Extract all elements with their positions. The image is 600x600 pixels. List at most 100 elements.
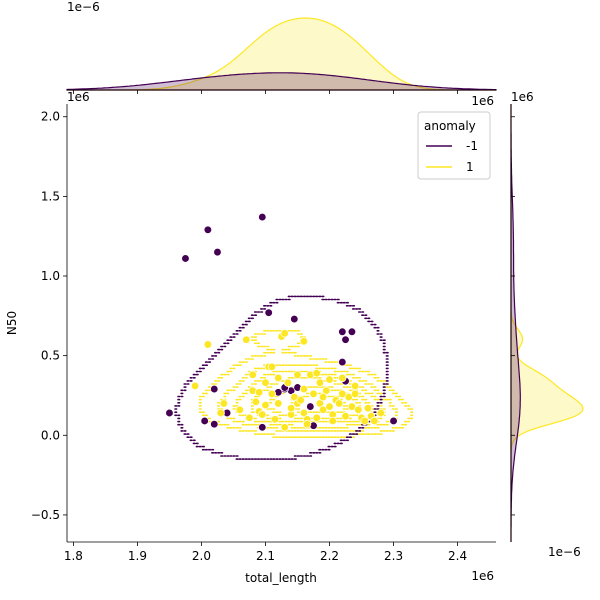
point-anomaly-1: [296, 396, 305, 405]
y-tick-label: 0.0: [41, 428, 60, 442]
point-anomaly-1: [261, 378, 270, 387]
point-anomaly-1: [354, 405, 363, 414]
y-tick-label: 1.5: [41, 189, 60, 203]
kde-contour-level: [198, 330, 414, 438]
point-anomaly-1: [245, 413, 254, 422]
point-anomaly-1: [318, 392, 328, 402]
point-anomaly-1: [283, 378, 293, 387]
right-marginal-top-exponent: 1e6: [511, 90, 534, 104]
point-anomaly-neg1: [347, 327, 357, 336]
point-anomaly-1: [312, 369, 321, 378]
x-tick-label: 2.3: [384, 549, 403, 563]
x-axis-label: total_length: [245, 571, 317, 585]
point-anomaly-1: [267, 389, 277, 399]
y-tick-label: 2.0: [41, 110, 60, 124]
legend: anomaly -1 1: [417, 111, 491, 180]
point-anomaly-1: [328, 416, 337, 426]
point-anomaly-1: [315, 378, 325, 387]
right-marginal-kde: 1e−6: [510, 104, 584, 559]
point-anomaly-1: [299, 384, 309, 394]
point-anomaly-neg1: [258, 212, 267, 222]
point-anomaly-1: [280, 329, 289, 338]
point-anomaly-1: [286, 404, 296, 413]
legend-box: [417, 111, 491, 180]
point-anomaly-1: [363, 404, 373, 413]
point-anomaly-1: [312, 413, 321, 422]
scatter-points: [165, 212, 398, 432]
x-tick-label: 2.2: [320, 549, 339, 563]
point-anomaly-neg1: [200, 416, 209, 426]
point-anomaly-1: [370, 416, 379, 426]
point-anomaly-1: [350, 389, 360, 399]
point-anomaly-1: [338, 373, 347, 383]
point-anomaly-1: [242, 335, 251, 344]
point-anomaly-1: [299, 337, 309, 346]
point-anomaly-neg1: [213, 247, 222, 257]
point-anomaly-neg1: [338, 327, 347, 336]
x-ticks: 1.8 1.9 2.0 2.1 2.2 2.3 2.4: [64, 90, 467, 563]
top-kde-series-neg1: [66, 72, 497, 91]
point-anomaly-1: [216, 408, 225, 418]
point-anomaly-1: [258, 410, 267, 419]
top-marginal-exponent: 1e−6: [67, 0, 100, 14]
point-anomaly-neg1: [341, 335, 350, 344]
x-tick-label: 1.9: [128, 549, 147, 563]
kde-contour-level: [174, 295, 389, 460]
point-anomaly-1: [360, 416, 369, 426]
point-anomaly-1: [274, 399, 283, 408]
point-anomaly-1: [325, 375, 334, 384]
point-anomaly-1: [248, 370, 257, 379]
point-anomaly-1: [203, 340, 213, 349]
point-anomaly-1: [293, 370, 302, 379]
point-anomaly-neg1: [181, 254, 190, 263]
right-kde-series-neg1: [510, 104, 521, 542]
main-plot: 1.8 1.9 2.0 2.1 2.2 2.3 2.4 −0.5 0.0 0.5 1.0 1.5 2.…: [5, 90, 534, 585]
main-right-exponent: 1e6: [471, 94, 494, 108]
y-tick-label: −0.5: [31, 508, 60, 522]
x-tick-label: 2.1: [256, 549, 275, 563]
point-anomaly-neg1: [290, 314, 299, 324]
point-anomaly-neg1: [389, 416, 398, 426]
point-anomaly-1: [280, 423, 289, 432]
y-tick-label: 1.0: [41, 269, 60, 283]
point-anomaly-1: [254, 388, 264, 397]
point-anomaly-neg1: [165, 408, 174, 418]
point-anomaly-neg1: [306, 402, 315, 411]
legend-label-1: 1: [466, 160, 474, 174]
legend-title: anomaly: [424, 119, 476, 133]
point-anomaly-neg1: [210, 419, 219, 429]
top-marginal-kde: 1e−6: [66, 0, 497, 91]
point-anomaly-1: [274, 373, 283, 383]
point-anomaly-1: [190, 381, 200, 391]
x-tick-label: 2.0: [192, 549, 211, 563]
x-tick-label: 2.4: [448, 549, 467, 563]
right-marginal-exponent: 1e−6: [548, 545, 581, 559]
point-anomaly-1: [325, 402, 334, 411]
point-anomaly-1: [251, 397, 261, 406]
y-tick-label: 0.5: [41, 349, 60, 363]
point-anomaly-1: [334, 399, 344, 408]
point-anomaly-neg1: [203, 225, 213, 234]
point-anomaly-1: [341, 412, 350, 421]
point-anomaly-1: [350, 381, 360, 391]
point-anomaly-1: [302, 419, 312, 429]
point-anomaly-neg1: [264, 308, 273, 317]
point-anomaly-1: [338, 389, 347, 399]
point-anomaly-1: [270, 415, 280, 424]
right-kde-series-1: [510, 104, 584, 542]
point-anomaly-1: [261, 400, 270, 410]
y-axis-exponent: 1e6: [67, 90, 90, 104]
point-anomaly-1: [267, 362, 277, 371]
point-anomaly-1: [235, 405, 245, 414]
legend-label-neg1: -1: [466, 139, 478, 153]
point-anomaly-1: [309, 389, 318, 399]
point-anomaly-neg1: [210, 384, 219, 394]
point-anomaly-neg1: [258, 423, 267, 432]
y-axis-label: N50: [5, 311, 19, 335]
point-anomaly-1: [219, 399, 229, 408]
point-anomaly-neg1: [338, 357, 347, 367]
x-tick-label: 1.8: [64, 549, 83, 563]
point-anomaly-1: [376, 408, 385, 418]
x-axis-exponent: 1e6: [471, 569, 494, 583]
